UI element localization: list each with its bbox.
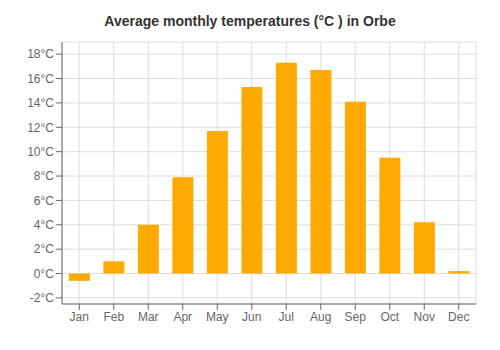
svg-text:12°C: 12°C [27, 121, 54, 135]
svg-text:2°C: 2°C [34, 242, 54, 256]
svg-text:Aug: Aug [310, 310, 331, 324]
html-text:Average monthly temperatures (: Average monthly temperatures (°C ) in Or… [104, 13, 396, 29]
svg-text:Jun: Jun [242, 310, 261, 324]
svg-text:Sep: Sep [345, 310, 367, 324]
svg-text:Jan: Jan [70, 310, 89, 324]
svg-text:14°C: 14°C [27, 96, 54, 110]
svg-text:Oct: Oct [380, 310, 399, 324]
svg-text:6°C: 6°C [34, 194, 54, 208]
svg-text:0°C: 0°C [34, 267, 54, 281]
svg-text:Jul: Jul [279, 310, 294, 324]
svg-text:16°C: 16°C [27, 72, 54, 86]
svg-text:8°C: 8°C [34, 169, 54, 183]
svg-text:4°C: 4°C [34, 218, 54, 232]
svg-text:18°C: 18°C [27, 47, 54, 61]
svg-text:Nov: Nov [414, 310, 435, 324]
svg-text:10°C: 10°C [27, 145, 54, 159]
svg-text:Apr: Apr [173, 310, 192, 324]
svg-text:Mar: Mar [138, 310, 159, 324]
svg-text:-2°C: -2°C [30, 291, 54, 305]
svg-text:Feb: Feb [103, 310, 124, 324]
svg-text:Dec: Dec [448, 310, 469, 324]
svg-text:May: May [206, 310, 229, 324]
